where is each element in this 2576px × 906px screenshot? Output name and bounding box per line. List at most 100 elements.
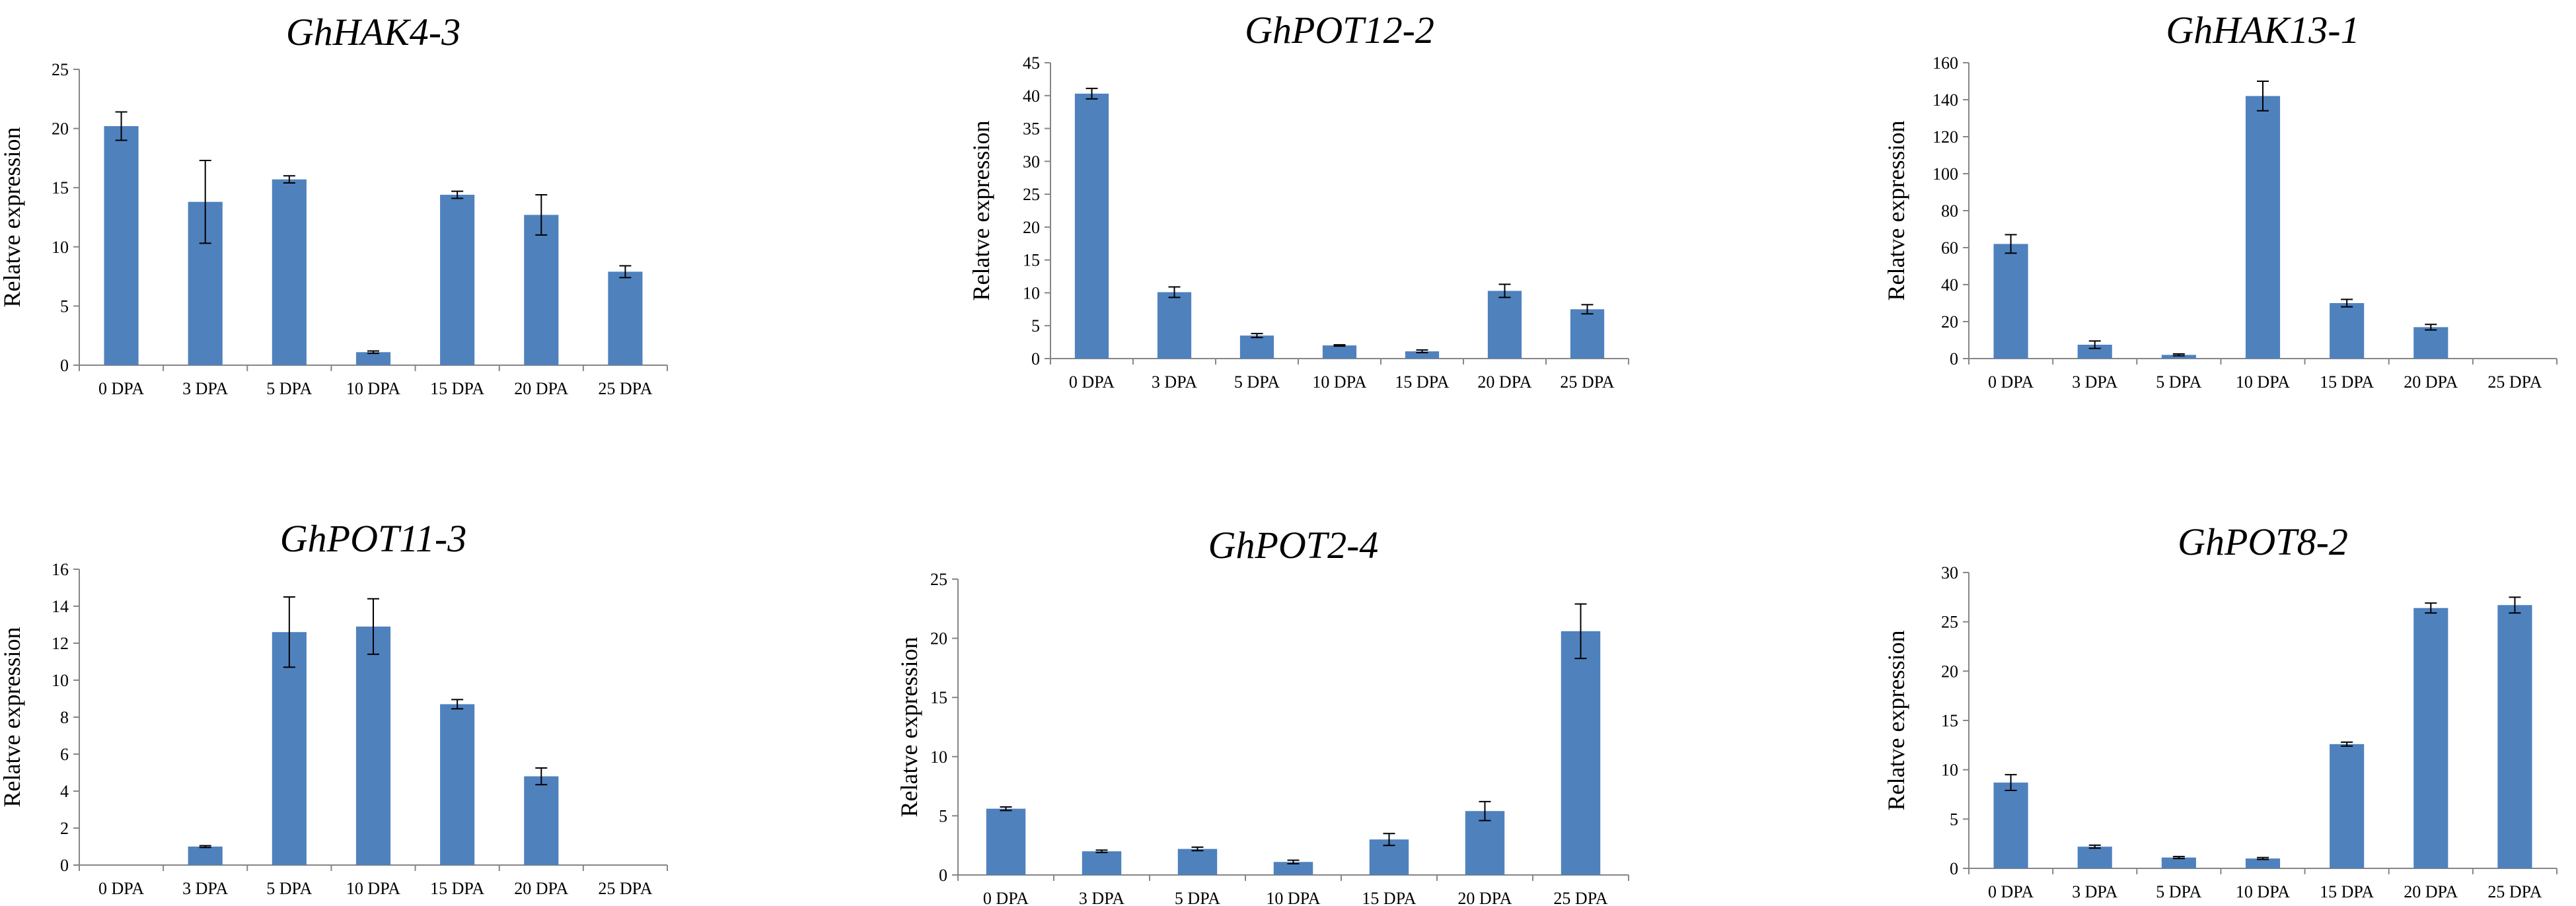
x-tick-label: 0 DPA <box>1069 372 1115 392</box>
y-tick-label: 10 <box>1023 283 1040 302</box>
y-tick-label: 0 <box>60 356 69 375</box>
x-tick-label: 20 DPA <box>514 379 568 398</box>
x-tick-label: 25 DPA <box>2487 882 2542 901</box>
y-tick-label: 40 <box>1023 87 1040 106</box>
bar <box>2077 345 2112 359</box>
x-tick-label: 0 DPA <box>98 379 144 398</box>
y-tick-label: 10 <box>930 748 947 767</box>
x-tick-label: 5 DPA <box>266 379 312 398</box>
bar <box>1157 292 1192 359</box>
x-tick-label: 5 DPA <box>2156 882 2201 901</box>
y-tick-label: 30 <box>1023 152 1040 171</box>
y-tick-label: 120 <box>1932 127 1958 147</box>
x-tick-label: 15 DPA <box>430 879 484 898</box>
bar <box>1561 631 1601 875</box>
x-tick-label: 25 DPA <box>1553 889 1607 906</box>
x-tick-label: 5 DPA <box>1234 372 1280 392</box>
x-tick-label: 15 DPA <box>1362 889 1416 906</box>
y-axis-label: Relatve expression <box>1883 121 1909 301</box>
bar <box>1487 291 1522 359</box>
y-tick-label: 5 <box>939 806 947 825</box>
y-tick-label: 0 <box>60 856 69 875</box>
y-tick-label: 25 <box>52 60 69 79</box>
y-tick-label: 20 <box>52 120 69 139</box>
x-tick-label: 5 DPA <box>1175 889 1220 906</box>
x-tick-label: 20 DPA <box>1477 372 1531 392</box>
x-tick-label: 0 DPA <box>1988 372 2034 392</box>
y-tick-label: 45 <box>1023 53 1040 73</box>
y-tick-label: 20 <box>1941 662 1958 681</box>
chart-panel-2: GhPOT12-2 Relatve expression 0 5 10 15 20 25 30 3… <box>968 9 1629 392</box>
x-tick-label: 5 DPA <box>2156 372 2201 392</box>
chart-title: GhHAK13-1 <box>2166 9 2359 52</box>
chart-panel-4: GhPOT11-3 Relatve expression 0 2 4 6 8 10 12 14 16… <box>0 517 668 898</box>
bar <box>1074 93 1109 359</box>
bar <box>440 194 475 365</box>
x-tick-label: 25 DPA <box>2487 372 2542 392</box>
y-tick-label: 14 <box>52 597 69 616</box>
y-tick-label: 0 <box>939 866 947 885</box>
y-tick-label: 80 <box>1941 201 1958 221</box>
x-tick-label: 15 DPA <box>1395 372 1449 392</box>
y-tick-label: 15 <box>1023 251 1040 270</box>
y-tick-label: 40 <box>1941 275 1958 295</box>
y-tick-label: 160 <box>1932 53 1958 73</box>
bar <box>2330 303 2365 359</box>
x-tick-label: 3 DPA <box>2072 882 2117 901</box>
bar <box>1322 345 1357 359</box>
y-tick-label: 35 <box>1023 120 1040 139</box>
bar <box>104 126 139 366</box>
y-tick-label: 100 <box>1932 164 1958 184</box>
y-tick-label: 60 <box>1941 238 1958 258</box>
y-tick-label: 0 <box>1950 349 1958 368</box>
bar <box>1273 862 1313 875</box>
x-tick-label: 10 DPA <box>346 379 400 398</box>
bar <box>272 632 307 865</box>
y-tick-label: 10 <box>52 238 69 257</box>
y-tick-label: 16 <box>52 560 69 579</box>
x-tick-label: 3 DPA <box>1152 372 1197 392</box>
chart-panel-6: GhPOT8-2 Relatve expression 0 5 10 15 20 25 30 0 … <box>1883 520 2558 901</box>
chart-panel-1: GhHAK4-3 Relatve expression 0 5 10 15 20 25 0 DP… <box>0 11 668 398</box>
bar <box>1177 849 1218 875</box>
y-axis-label: Relatve expression <box>0 627 25 808</box>
y-tick-label: 30 <box>1941 563 1958 582</box>
bar <box>1570 309 1605 359</box>
x-tick-label: 10 DPA <box>1312 372 1366 392</box>
y-tick-label: 25 <box>1941 613 1958 632</box>
bar <box>188 847 223 865</box>
bar <box>1465 811 1505 875</box>
y-tick-label: 0 <box>1950 859 1958 878</box>
chart-title: GhPOT2-4 <box>1208 524 1379 567</box>
x-tick-label: 20 DPA <box>1457 889 1512 906</box>
y-tick-label: 25 <box>1023 185 1040 204</box>
bar <box>1082 851 1122 875</box>
y-tick-label: 5 <box>1950 810 1958 829</box>
y-tick-label: 15 <box>1941 711 1958 730</box>
chart-title: GhPOT8-2 <box>2178 520 2348 563</box>
x-tick-label: 0 DPA <box>983 889 1029 906</box>
chart-title: GhPOT11-3 <box>280 517 466 560</box>
x-tick-label: 0 DPA <box>98 879 144 898</box>
y-axis-label: Relatve expression <box>896 637 922 818</box>
bar <box>1993 244 2028 359</box>
x-tick-label: 25 DPA <box>598 879 652 898</box>
x-tick-label: 25 DPA <box>598 379 652 398</box>
x-tick-label: 5 DPA <box>266 879 312 898</box>
bar <box>2413 327 2448 359</box>
bar <box>272 179 307 365</box>
chart-title: GhPOT12-2 <box>1245 9 1434 52</box>
bar <box>2330 744 2365 868</box>
chart-panel-5: GhPOT2-4 Relatve expression 0 5 10 15 20 25 0 DP… <box>896 524 1629 906</box>
y-tick-label: 20 <box>930 629 947 648</box>
x-tick-label: 15 DPA <box>430 379 484 398</box>
y-tick-label: 20 <box>1023 218 1040 237</box>
x-tick-label: 3 DPA <box>182 879 228 898</box>
bar <box>355 626 391 865</box>
bar <box>2161 355 2196 359</box>
bar <box>355 352 391 365</box>
bar <box>2161 857 2196 868</box>
x-tick-label: 3 DPA <box>182 379 228 398</box>
bar <box>440 704 475 865</box>
